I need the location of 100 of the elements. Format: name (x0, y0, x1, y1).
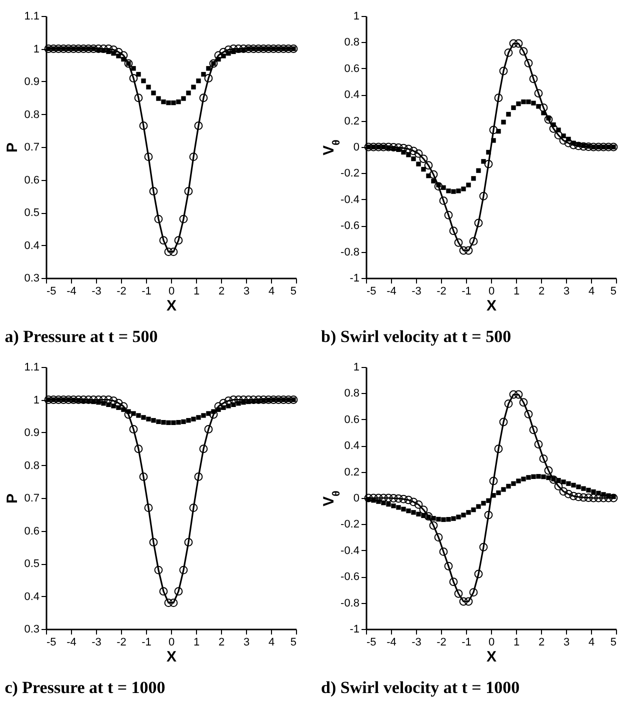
point (469, 588, 478, 597)
point (474, 218, 483, 228)
x-tick-label: 3 (243, 286, 250, 298)
point (254, 396, 263, 404)
x-tick-label: -2 (436, 636, 446, 648)
point (511, 481, 516, 486)
point (186, 418, 191, 423)
point (536, 474, 541, 479)
point (219, 398, 228, 408)
point (414, 500, 423, 509)
y-tick-label: -0.4 (340, 544, 360, 557)
point (116, 54, 121, 58)
point (429, 170, 438, 179)
point (421, 166, 426, 172)
y-tick-label: 1.1 (24, 10, 40, 22)
point (496, 128, 501, 134)
point (239, 44, 248, 53)
y-tick-label: 0.5 (24, 207, 40, 219)
x-tick-label: -5 (366, 636, 376, 648)
point (514, 390, 523, 399)
x-tick-label: 5 (290, 286, 296, 298)
point (241, 400, 246, 405)
point (506, 484, 511, 489)
point (534, 89, 543, 98)
point (554, 131, 563, 140)
text: b) Swirl velocity at t = 500 (321, 327, 512, 346)
point (409, 498, 418, 506)
point (584, 494, 593, 502)
point (216, 407, 221, 412)
point (509, 390, 518, 399)
y-axis-title: P (4, 493, 22, 504)
point (466, 510, 471, 515)
point (376, 499, 381, 504)
y-tick-label: 1 (33, 394, 40, 406)
y-tick-label: 0.9 (24, 76, 40, 88)
point (461, 186, 466, 192)
point (224, 396, 233, 405)
point (171, 100, 176, 106)
point (196, 415, 201, 420)
point (111, 404, 116, 408)
point (79, 396, 88, 404)
y-tick-label: 0.7 (24, 492, 40, 504)
y-tick-label: 0.6 (24, 174, 40, 186)
y-tick-label: 1 (33, 43, 40, 56)
point (121, 407, 126, 412)
point (596, 490, 601, 496)
point (599, 494, 608, 502)
y-tick-label: -0.4 (340, 194, 360, 206)
point (181, 419, 186, 424)
point (454, 238, 463, 247)
point (546, 475, 551, 480)
point (119, 51, 128, 60)
point (119, 402, 128, 410)
point (199, 94, 208, 102)
point (149, 538, 158, 546)
point (126, 409, 131, 414)
point (204, 74, 213, 82)
point (156, 419, 161, 424)
x-tick-label: 4 (588, 636, 595, 648)
y-tick-label: -0.8 (340, 246, 360, 258)
point (594, 494, 603, 502)
point (199, 444, 208, 454)
y-tick-label: 1 (353, 362, 360, 374)
x-tick-label: -3 (412, 286, 422, 298)
y-tick-label: 0 (353, 142, 360, 154)
point (481, 159, 486, 164)
point (226, 404, 231, 408)
point (209, 410, 218, 419)
x-tick-label: -4 (386, 286, 396, 298)
point (484, 160, 493, 168)
point (464, 597, 473, 606)
point (496, 490, 501, 496)
point (399, 144, 408, 152)
point (536, 104, 541, 109)
point (436, 516, 441, 522)
x-tick-label: 1 (193, 286, 200, 298)
point (136, 72, 141, 77)
point (459, 597, 468, 606)
point (186, 90, 191, 96)
point (484, 510, 493, 520)
point (379, 494, 388, 502)
x-axis-title: X (166, 298, 177, 314)
point (389, 494, 398, 502)
point (169, 248, 178, 256)
point (169, 598, 178, 607)
point (164, 248, 173, 256)
x-tick-label: -3 (412, 636, 422, 648)
point (201, 72, 206, 77)
point (391, 146, 396, 151)
x-tick-label: 5 (610, 636, 616, 648)
point (194, 472, 203, 481)
text: a) Pressure at t = 500 (4, 327, 158, 346)
point (564, 490, 573, 498)
point (531, 100, 536, 106)
point (399, 494, 408, 504)
point (161, 99, 166, 104)
point (179, 566, 188, 574)
point (531, 474, 536, 479)
point (184, 187, 193, 196)
point (201, 413, 206, 418)
